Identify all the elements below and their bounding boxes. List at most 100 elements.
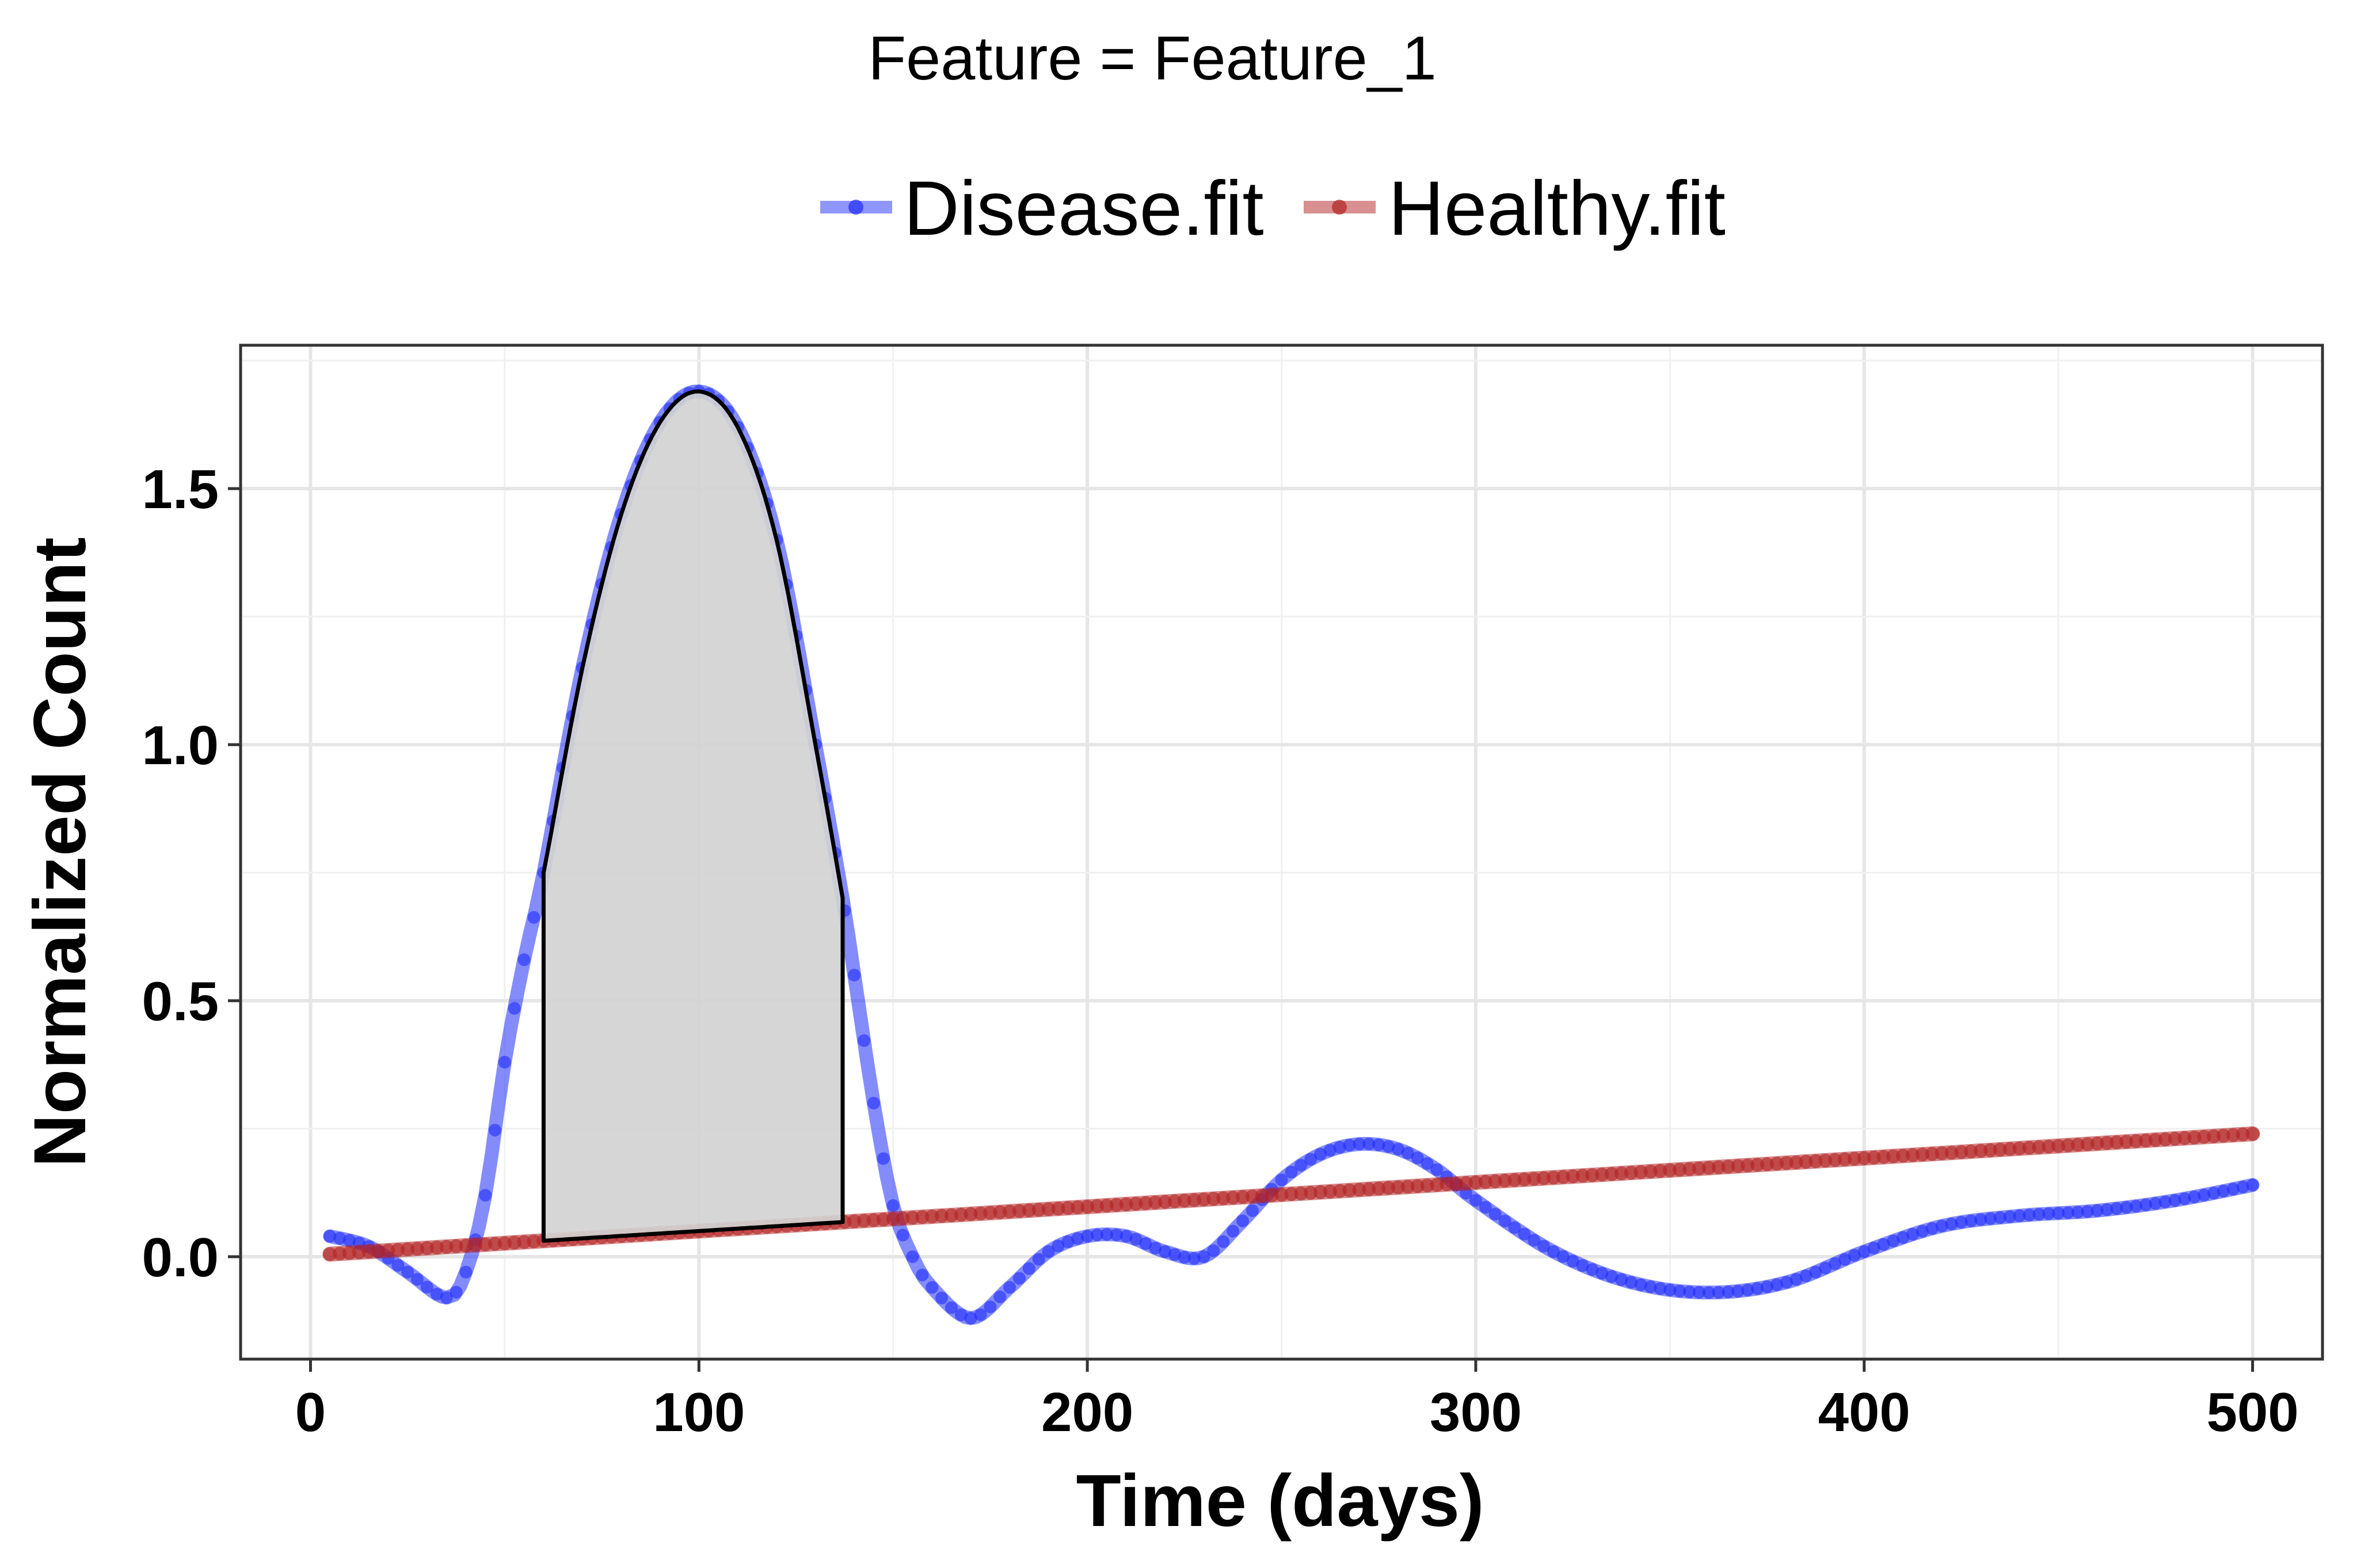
point-disease-fit <box>1984 1212 1997 1225</box>
point-disease-fit <box>2236 1180 2249 1193</box>
point-disease-fit <box>916 1268 929 1281</box>
y-tick-label: 0.0 <box>142 1227 219 1288</box>
point-disease-fit <box>1314 1148 1327 1161</box>
point-disease-fit <box>323 1230 337 1243</box>
point-disease-fit <box>2042 1207 2055 1220</box>
point-disease-fit <box>1916 1224 1929 1238</box>
point-disease-fit <box>1159 1245 1172 1258</box>
point-disease-fit <box>1702 1286 1715 1299</box>
plot-content <box>322 384 2260 1325</box>
point-disease-fit <box>1644 1280 1657 1294</box>
point-disease-fit <box>867 1097 880 1110</box>
point-disease-fit <box>1624 1276 1638 1289</box>
point-disease-fit <box>1877 1238 1890 1251</box>
point-disease-fit <box>1722 1285 1735 1299</box>
point-disease-fit <box>1401 1146 1414 1159</box>
point-disease-fit <box>935 1291 948 1304</box>
point-disease-fit <box>1081 1230 1094 1243</box>
point-disease-fit <box>1955 1216 1968 1229</box>
point-disease-fit <box>1537 1239 1550 1253</box>
point-disease-fit <box>2149 1197 2162 1210</box>
x-tick-label: 400 <box>1818 1382 1910 1443</box>
y-axis: 0.0 0.5 1.0 1.5 <box>142 459 241 1288</box>
point-disease-fit <box>1993 1211 2006 1224</box>
point-disease-fit <box>1003 1281 1016 1294</box>
point-healthy-fit <box>2245 1127 2260 1141</box>
legend-key-point <box>848 200 863 215</box>
point-disease-fit <box>1498 1214 1511 1227</box>
point-disease-fit <box>1761 1280 1773 1294</box>
point-disease-fit <box>1382 1140 1395 1153</box>
point-disease-fit <box>450 1285 463 1299</box>
point-disease-fit <box>848 968 861 982</box>
point-disease-fit <box>1518 1227 1531 1241</box>
point-disease-fit <box>1052 1239 1065 1253</box>
point-disease-fit <box>1285 1166 1298 1178</box>
point-disease-fit <box>1897 1231 1910 1244</box>
point-disease-fit <box>993 1290 1007 1303</box>
point-disease-fit <box>1207 1244 1220 1257</box>
point-disease-fit <box>2032 1208 2046 1221</box>
point-disease-fit <box>984 1300 997 1314</box>
point-disease-fit <box>527 911 540 924</box>
point-disease-fit <box>1692 1286 1705 1299</box>
point-disease-fit <box>2139 1198 2152 1211</box>
x-tick-label: 200 <box>1041 1382 1133 1443</box>
point-disease-fit <box>2062 1206 2074 1219</box>
point-disease-fit <box>886 1199 900 1212</box>
shaded-area-region <box>541 389 845 1243</box>
point-disease-fit <box>1799 1269 1813 1283</box>
point-disease-fit <box>1770 1278 1783 1291</box>
point-disease-fit <box>2198 1188 2211 1201</box>
point-disease-fit <box>1790 1273 1803 1286</box>
point-disease-fit <box>2013 1209 2026 1222</box>
point-disease-fit <box>1857 1245 1871 1258</box>
point-disease-fit <box>1061 1235 1075 1248</box>
point-disease-fit <box>333 1231 347 1245</box>
point-disease-fit <box>508 1002 521 1015</box>
point-disease-fit <box>1236 1214 1249 1227</box>
point-disease-fit <box>2168 1194 2181 1207</box>
point-disease-fit <box>1887 1234 1900 1247</box>
point-disease-fit <box>391 1259 405 1272</box>
point-disease-fit <box>1829 1257 1842 1271</box>
point-disease-fit <box>1391 1143 1404 1156</box>
point-disease-fit <box>896 1229 909 1242</box>
point-disease-fit <box>1528 1234 1541 1247</box>
y-tick-label: 0.5 <box>142 971 219 1032</box>
point-disease-fit <box>1217 1235 1230 1248</box>
point-disease-fit <box>1809 1265 1822 1279</box>
point-disease-fit <box>2071 1205 2084 1219</box>
point-disease-fit <box>459 1265 473 1279</box>
point-disease-fit <box>1586 1263 1599 1276</box>
point-disease-fit <box>1362 1138 1376 1150</box>
point-disease-fit <box>1848 1249 1861 1262</box>
point-disease-fit <box>479 1189 492 1202</box>
point-disease-fit <box>420 1280 433 1294</box>
point-disease-fit <box>1925 1222 1939 1235</box>
y-tick-label: 1.5 <box>142 459 219 520</box>
point-disease-fit <box>1129 1233 1143 1246</box>
x-tick-label: 500 <box>2206 1382 2298 1443</box>
point-disease-fit <box>1187 1252 1201 1265</box>
point-disease-fit <box>1411 1151 1424 1165</box>
point-disease-fit <box>1197 1250 1210 1263</box>
point-disease-fit <box>2120 1201 2133 1214</box>
point-disease-fit <box>1596 1266 1609 1280</box>
point-disease-fit <box>2130 1200 2143 1213</box>
point-disease-fit <box>2091 1204 2104 1217</box>
point-disease-fit <box>2052 1207 2065 1220</box>
point-disease-fit <box>1430 1163 1444 1176</box>
point-disease-fit <box>1227 1224 1240 1238</box>
point-disease-fit <box>1294 1159 1308 1172</box>
point-disease-fit <box>1935 1219 1948 1233</box>
point-disease-fit <box>1838 1253 1851 1266</box>
point-disease-fit <box>1867 1241 1880 1254</box>
point-disease-fit <box>1469 1194 1482 1207</box>
point-disease-fit <box>1421 1157 1434 1170</box>
point-disease-fit <box>1372 1138 1385 1151</box>
point-disease-fit <box>1508 1221 1521 1234</box>
legend-label: Disease.fit <box>904 166 1264 251</box>
point-disease-fit <box>489 1124 501 1136</box>
x-tick-label: 0 <box>295 1382 326 1443</box>
